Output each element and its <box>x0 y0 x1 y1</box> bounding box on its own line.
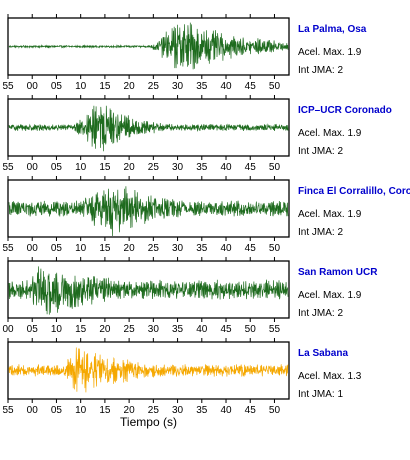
x-tick-label: 40 <box>220 162 232 173</box>
x-tick-label: 00 <box>27 243 39 254</box>
x-axis-label: Tiempo (s) <box>120 415 177 429</box>
x-tick-label: 10 <box>75 243 87 254</box>
x-tick-label: 10 <box>51 324 63 335</box>
x-tick-label: 10 <box>75 162 87 173</box>
x-tick-label: 10 <box>75 81 87 92</box>
x-tick-label: 00 <box>2 324 14 335</box>
x-tick-label: 55 <box>2 81 14 92</box>
jma-intensity: Int JMA: 2 <box>298 146 343 157</box>
x-tick-label: 35 <box>172 324 184 335</box>
x-tick-label: 20 <box>124 405 136 416</box>
x-tick-label: 40 <box>220 243 232 254</box>
x-tick-label: 20 <box>124 81 136 92</box>
x-tick-label: 30 <box>172 81 184 92</box>
x-tick-label: 45 <box>245 405 257 416</box>
panel-frame-2 <box>7 98 290 157</box>
x-tick-label: 25 <box>148 162 160 173</box>
x-tick-label: 55 <box>2 405 14 416</box>
x-tick-label: 55 <box>269 324 281 335</box>
station-name: ICP–UCR Coronado <box>298 105 392 116</box>
x-tick-label: 30 <box>172 405 184 416</box>
x-tick-label: 45 <box>220 324 232 335</box>
x-tick-label: 35 <box>196 405 208 416</box>
x-tick-label: 35 <box>196 243 208 254</box>
x-tick-label: 20 <box>124 162 136 173</box>
x-tick-label: 25 <box>148 243 160 254</box>
panel-frame-5 <box>7 341 290 400</box>
x-tick-label: 05 <box>51 162 63 173</box>
x-tick-label: 15 <box>75 324 87 335</box>
waveform-trace-4 <box>8 266 289 315</box>
x-tick-label: 05 <box>51 405 63 416</box>
x-tick-label: 40 <box>196 324 208 335</box>
x-tick-label: 35 <box>196 162 208 173</box>
waveform-trace-5 <box>8 347 289 393</box>
x-tick-label: 45 <box>245 162 257 173</box>
max-acceleration: Acel. Max. 1.9 <box>298 290 362 301</box>
x-tick-label: 15 <box>99 81 111 92</box>
panel-frame-3 <box>7 179 290 238</box>
jma-intensity: Int JMA: 1 <box>298 389 343 400</box>
panel-frame-1 <box>7 17 290 76</box>
station-name: La Palma, Osa <box>298 24 367 35</box>
x-tick-label: 15 <box>99 162 111 173</box>
x-tick-label: 30 <box>172 243 184 254</box>
x-tick-label: 30 <box>172 162 184 173</box>
x-tick-label: 45 <box>245 243 257 254</box>
station-name: San Ramon UCR <box>298 267 378 278</box>
x-tick-label: 10 <box>75 405 87 416</box>
x-tick-label: 15 <box>99 405 111 416</box>
waveform-trace-3 <box>8 186 289 237</box>
x-tick-label: 05 <box>51 243 63 254</box>
x-tick-label: 50 <box>269 405 281 416</box>
x-tick-label: 05 <box>27 324 39 335</box>
max-acceleration: Acel. Max. 1.9 <box>298 128 362 139</box>
x-tick-label: 25 <box>124 324 136 335</box>
x-tick-label: 05 <box>51 81 63 92</box>
jma-intensity: Int JMA: 2 <box>298 65 343 76</box>
x-tick-label: 50 <box>269 162 281 173</box>
waveform-trace-2 <box>8 105 289 152</box>
x-tick-label: 50 <box>245 324 257 335</box>
x-tick-label: 55 <box>2 243 14 254</box>
max-acceleration: Acel. Max. 1.3 <box>298 371 362 382</box>
x-tick-label: 45 <box>245 81 257 92</box>
station-name: Finca El Corralillo, Corona <box>298 186 410 197</box>
x-tick-label: 20 <box>124 243 136 254</box>
x-tick-label: 25 <box>148 405 160 416</box>
x-tick-label: 30 <box>148 324 160 335</box>
station-name: La Sabana <box>298 348 348 359</box>
x-tick-label: 00 <box>27 405 39 416</box>
x-tick-label: 25 <box>148 81 160 92</box>
x-tick-label: 00 <box>27 162 39 173</box>
x-tick-label: 55 <box>2 162 14 173</box>
x-tick-label: 50 <box>269 81 281 92</box>
x-tick-label: 40 <box>220 81 232 92</box>
x-tick-label: 35 <box>196 81 208 92</box>
x-tick-label: 00 <box>27 81 39 92</box>
jma-intensity: Int JMA: 2 <box>298 227 343 238</box>
x-tick-label: 50 <box>269 243 281 254</box>
jma-intensity: Int JMA: 2 <box>298 308 343 319</box>
max-acceleration: Acel. Max. 1.9 <box>298 47 362 58</box>
x-tick-label: 40 <box>220 405 232 416</box>
panel-frame-4 <box>7 260 290 319</box>
waveform-trace-1 <box>8 22 289 70</box>
max-acceleration: Acel. Max. 1.9 <box>298 209 362 220</box>
x-tick-label: 20 <box>99 324 111 335</box>
x-tick-label: 15 <box>99 243 111 254</box>
